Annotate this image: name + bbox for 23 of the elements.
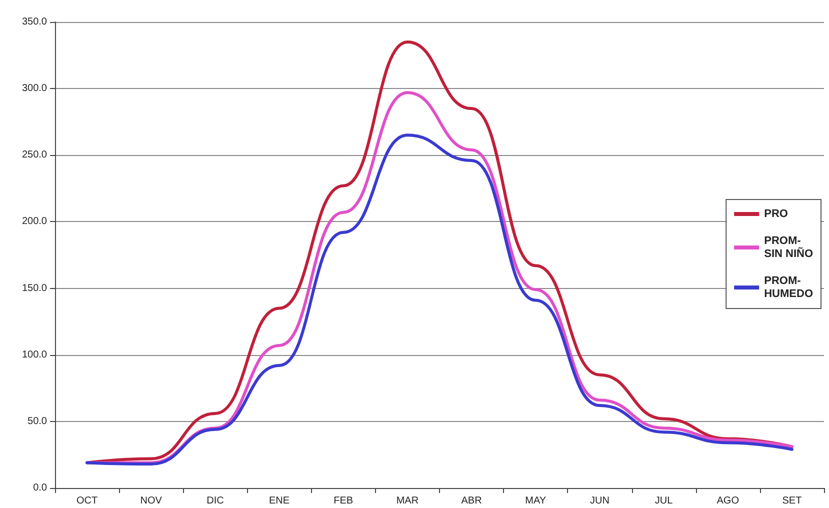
x-tick-label: DIC bbox=[206, 496, 224, 506]
x-tick-label: JUN bbox=[590, 496, 610, 506]
legend-label: PROM- HUMEDO bbox=[764, 275, 814, 300]
y-tick-label: 250.0 bbox=[22, 150, 48, 161]
x-tick-label: AGO bbox=[716, 496, 740, 506]
y-tick-label: 350.0 bbox=[22, 16, 48, 28]
x-tick-label: NOV bbox=[140, 496, 162, 506]
y-tick-label: 0.0 bbox=[33, 482, 48, 494]
x-tick-label: JUL bbox=[654, 496, 674, 506]
x-tick-label: OCT bbox=[76, 496, 98, 506]
x-tick-label: MAY bbox=[525, 496, 546, 506]
legend-label: PROM- SIN NIÑO bbox=[764, 235, 814, 260]
x-tick-label: ABR bbox=[461, 496, 482, 506]
x-tick-label: ENE bbox=[269, 496, 290, 506]
y-tick-label: 300.0 bbox=[22, 83, 48, 94]
y-tick-label: 50.0 bbox=[28, 416, 48, 427]
x-tick-label: MAR bbox=[396, 496, 419, 506]
x-tick-label: SET bbox=[782, 496, 802, 506]
y-tick-label: 200.0 bbox=[22, 216, 48, 228]
legend-label: PRO bbox=[764, 208, 788, 220]
y-tick-label: 100.0 bbox=[22, 349, 48, 360]
x-tick-label: FEB bbox=[334, 496, 354, 506]
y-tick-label: 150.0 bbox=[22, 282, 48, 294]
